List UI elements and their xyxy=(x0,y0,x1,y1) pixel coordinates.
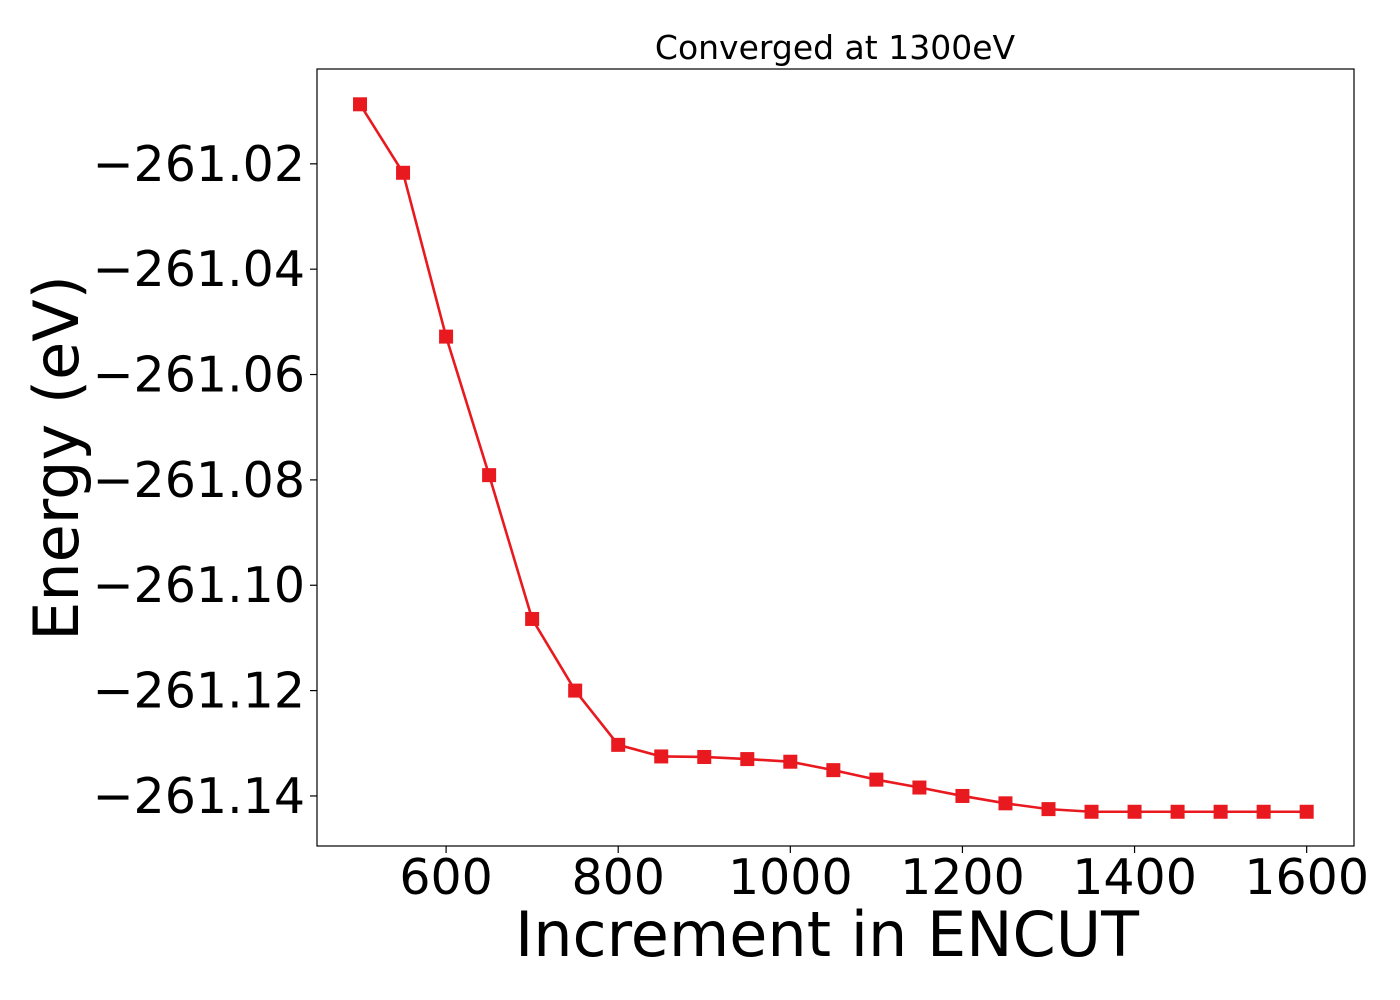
data-point xyxy=(1256,804,1271,819)
y-tick-label: −261.14 xyxy=(92,768,305,825)
data-point xyxy=(1127,804,1142,819)
y-tick-label: −261.12 xyxy=(92,663,305,720)
series-line xyxy=(358,103,1307,814)
data-point xyxy=(568,683,583,698)
data-point xyxy=(740,752,755,767)
x-axis-label: Increment in ENCUT xyxy=(515,898,1140,971)
data-point xyxy=(396,165,411,180)
data-point xyxy=(955,788,970,803)
plot-frame xyxy=(316,68,1355,847)
data-point xyxy=(783,754,798,769)
x-tick-label: 1600 xyxy=(1244,849,1369,906)
x-tick-label: 1000 xyxy=(728,849,853,906)
y-tick-label: −261.08 xyxy=(92,452,305,509)
data-point xyxy=(654,749,669,764)
y-tick-label: −261.10 xyxy=(92,557,305,614)
y-tick-label: −261.02 xyxy=(92,136,305,193)
data-point xyxy=(1299,804,1314,819)
data-point xyxy=(697,749,712,764)
y-axis-ticks: −261.02 −261.04 −261.06 −261.08 −261.10 −261.… xyxy=(92,136,317,825)
data-point xyxy=(439,329,454,344)
data-point xyxy=(482,468,497,483)
data-point xyxy=(1041,802,1056,817)
data-point xyxy=(998,796,1013,811)
data-point xyxy=(1170,804,1185,819)
y-tick-label: −261.04 xyxy=(92,241,305,298)
data-point xyxy=(611,737,626,752)
data-point xyxy=(826,763,841,778)
x-tick-label: 800 xyxy=(571,849,665,906)
data-point xyxy=(869,772,884,787)
data-point xyxy=(1213,804,1228,819)
chart-title: Converged at 1300eV xyxy=(655,28,1016,67)
y-axis-label: Energy (eV) xyxy=(20,275,93,641)
x-axis-ticks: 600 800 1000 1200 1400 1600 xyxy=(399,846,1369,906)
x-tick-label: 1200 xyxy=(900,849,1025,906)
y-tick-label: −261.06 xyxy=(92,347,305,404)
x-tick-label: 1400 xyxy=(1072,849,1197,906)
x-tick-label: 600 xyxy=(399,849,493,906)
data-point xyxy=(1084,804,1099,819)
data-point xyxy=(353,97,368,112)
series-layer xyxy=(353,97,1314,819)
data-point xyxy=(912,780,927,795)
data-point xyxy=(525,611,540,626)
